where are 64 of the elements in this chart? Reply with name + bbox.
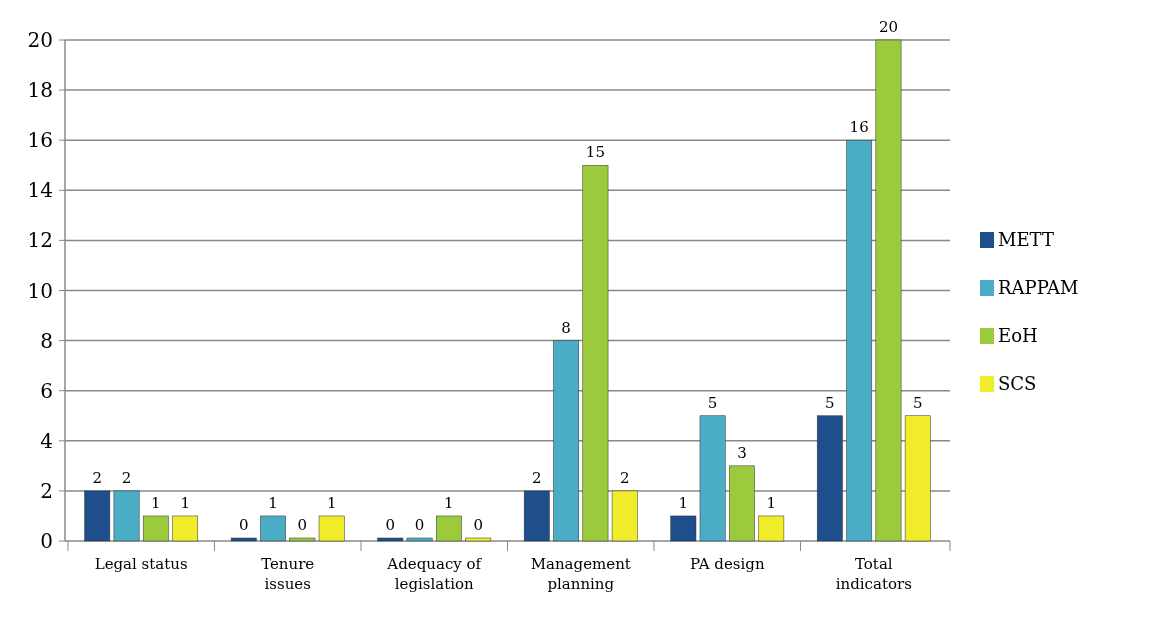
data-label: 0 bbox=[414, 516, 425, 534]
bar bbox=[904, 415, 931, 542]
y-tick-label: 18 bbox=[27, 78, 53, 103]
data-label: 1 bbox=[766, 493, 777, 512]
y-tick-label: 14 bbox=[27, 178, 53, 203]
data-label: 5 bbox=[912, 393, 923, 412]
bar bbox=[699, 415, 726, 542]
data-label: 5 bbox=[707, 393, 718, 412]
data-label: 1 bbox=[678, 493, 689, 512]
legend-label: METT bbox=[998, 229, 1054, 251]
bar bbox=[172, 515, 199, 542]
data-label: 5 bbox=[825, 393, 835, 412]
bar bbox=[875, 39, 902, 542]
x-tick-label: PA design bbox=[690, 555, 765, 573]
data-label: 1 bbox=[268, 493, 278, 512]
bar bbox=[260, 515, 286, 542]
data-label: 3 bbox=[737, 443, 747, 462]
data-label: 20 bbox=[878, 18, 899, 36]
x-tick-label: Adequacy of legislation bbox=[386, 555, 483, 593]
data-label: 1 bbox=[180, 493, 190, 512]
data-label: 1 bbox=[444, 493, 454, 512]
bar bbox=[553, 340, 580, 542]
legend-label: SCS bbox=[998, 373, 1037, 395]
x-tick-label: Legal status bbox=[94, 555, 188, 573]
data-label: 0 bbox=[297, 516, 308, 534]
x-tick-label: Total indicators bbox=[835, 555, 912, 593]
data-label: 0 bbox=[238, 516, 249, 534]
data-label: 1 bbox=[326, 493, 337, 512]
data-label: 0 bbox=[385, 516, 396, 534]
bar bbox=[729, 465, 755, 542]
y-tick-label: 6 bbox=[40, 378, 53, 403]
bar bbox=[142, 515, 169, 542]
bar bbox=[670, 515, 697, 542]
y-tick-label: 16 bbox=[27, 128, 53, 153]
data-label: 2 bbox=[532, 468, 542, 487]
y-tick-label: 2 bbox=[40, 478, 53, 503]
bar bbox=[611, 490, 638, 542]
data-label: 2 bbox=[121, 468, 132, 487]
data-label: 0 bbox=[473, 516, 483, 534]
y-tick-label: 10 bbox=[27, 278, 53, 303]
data-label: 2 bbox=[92, 468, 103, 487]
bar bbox=[582, 165, 609, 542]
x-tick-label: Tenure issues bbox=[261, 555, 315, 593]
data-label: 2 bbox=[619, 468, 630, 487]
y-tick-label: 12 bbox=[27, 228, 53, 253]
bar bbox=[523, 490, 550, 542]
bar bbox=[113, 490, 140, 542]
y-tick-label: 8 bbox=[40, 328, 53, 353]
bar bbox=[84, 490, 111, 542]
legend-label: RAPPAM bbox=[998, 277, 1079, 299]
legend-label: EoH bbox=[998, 325, 1038, 347]
y-tick-label: 0 bbox=[40, 529, 53, 553]
data-label: 1 bbox=[151, 493, 161, 512]
bar bbox=[816, 415, 843, 542]
bar bbox=[318, 515, 345, 542]
x-tick-label: Management planning bbox=[530, 555, 631, 593]
y-tick-label: 4 bbox=[40, 428, 53, 453]
bar bbox=[758, 515, 785, 542]
data-label: 16 bbox=[849, 118, 869, 137]
y-tick-label: 20 bbox=[27, 28, 53, 52]
data-label: 8 bbox=[561, 318, 571, 337]
bar bbox=[435, 515, 462, 542]
bar bbox=[846, 139, 873, 542]
data-label: 15 bbox=[585, 143, 605, 162]
